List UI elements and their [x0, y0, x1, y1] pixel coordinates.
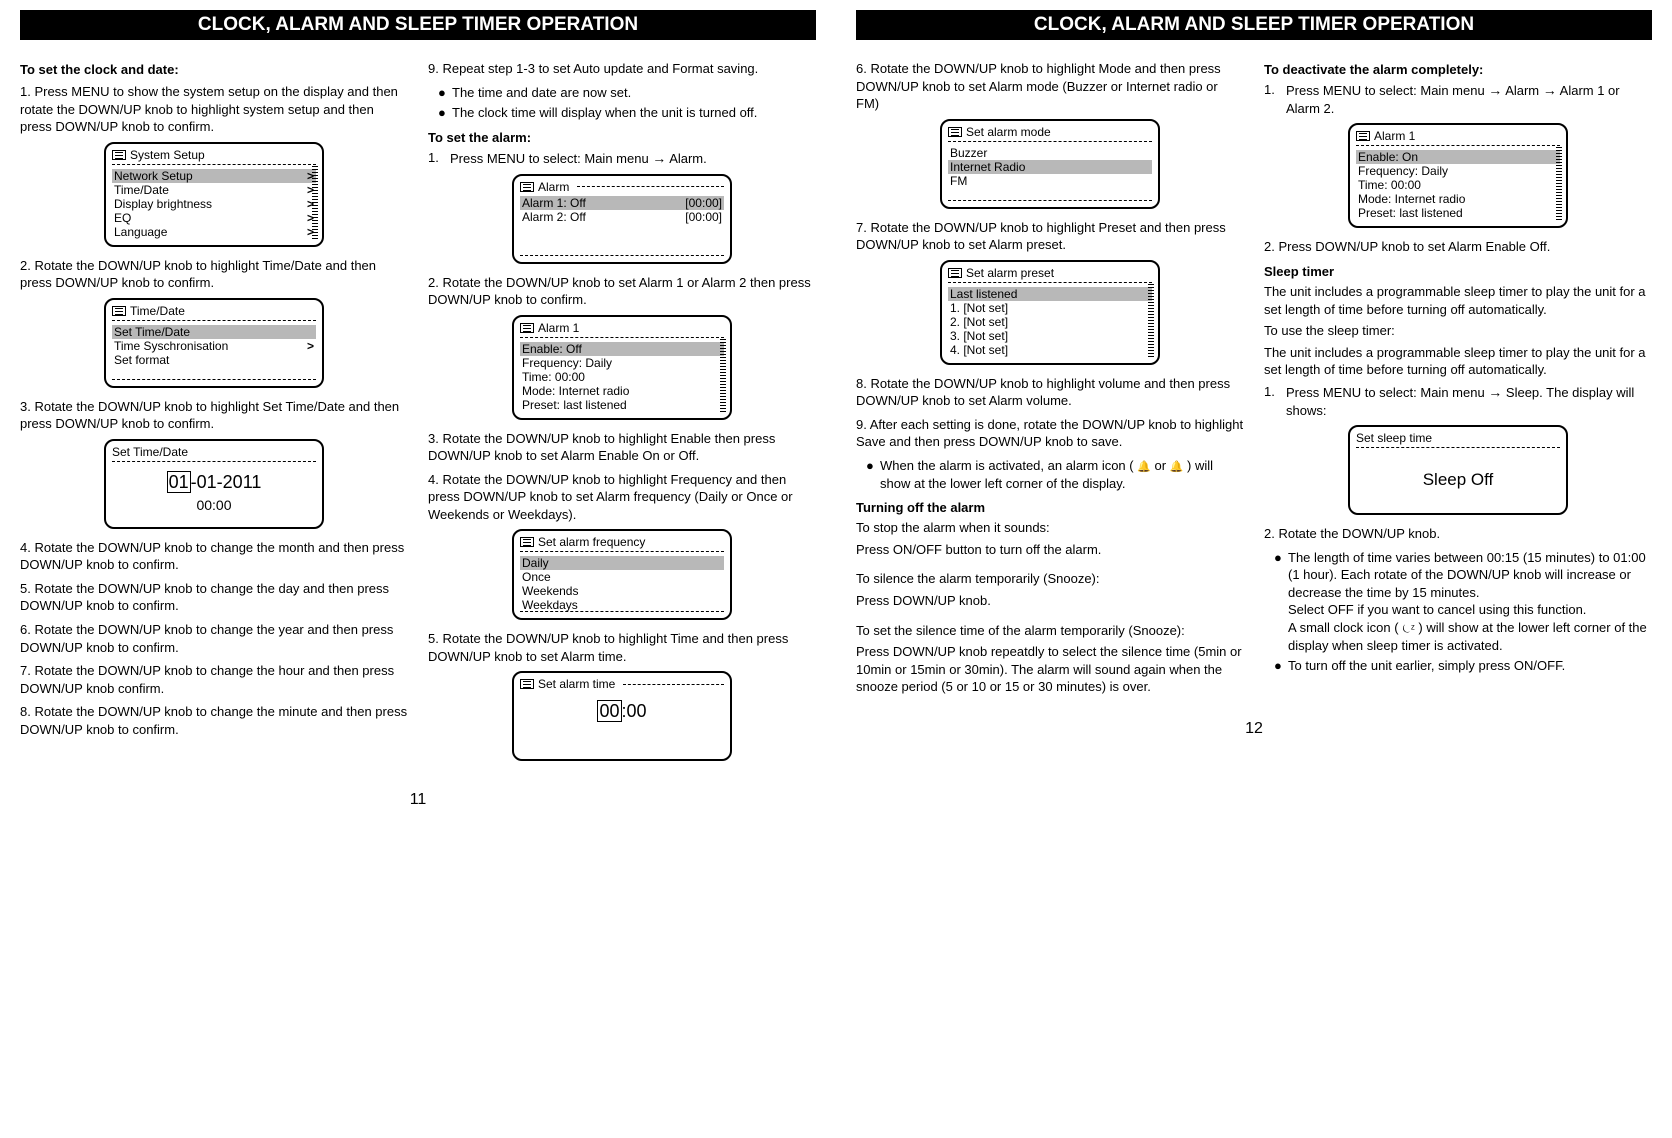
heading-turn-off-alarm: Turning off the alarm — [856, 500, 1244, 515]
step-3: 3. Rotate the DOWN/UP knob to highlight … — [20, 398, 408, 433]
sleep-step-2: 2. Rotate the DOWN/UP knob. — [1264, 525, 1652, 543]
p11-col-a: To set the clock and date: 1. Press MENU… — [20, 54, 408, 771]
arrow-right-icon: → — [652, 150, 666, 166]
text: Press ON/OFF button to turn off the alar… — [856, 541, 1244, 559]
heading-set-clock: To set the clock and date: — [20, 62, 408, 77]
step-8: 8. Rotate the DOWN/UP knob to highlight … — [856, 375, 1244, 410]
bullet-icon: ● — [1274, 657, 1288, 675]
lcd-set-time-date: Set Time/Date 01-01-2011 00:00 — [104, 439, 324, 529]
highlighted-digit: 00 — [597, 700, 621, 722]
alarm-step-3: 3. Rotate the DOWN/UP knob to highlight … — [428, 430, 816, 465]
deact-step-2: 2. Press DOWN/UP knob to set Alarm Enabl… — [1264, 238, 1652, 256]
bullet-icon: ● — [438, 84, 452, 102]
arrow-right-icon: → — [1488, 82, 1502, 98]
heading-sleep-timer: Sleep timer — [1264, 264, 1652, 279]
step-8: 8. Rotate the DOWN/UP knob to change the… — [20, 703, 408, 738]
lcd-alarm1-off: Alarm 1 Enable: Off Frequency: Daily Tim… — [512, 315, 732, 420]
page-number: 11 — [20, 791, 816, 809]
lcd-alarm-list: Alarm Alarm 1: Off[00:00] Alarm 2: Off[0… — [512, 174, 732, 264]
bell-icon: 🔔 — [1170, 461, 1184, 473]
page-number: 12 — [856, 720, 1652, 738]
highlighted-digit: 01 — [167, 471, 191, 493]
list-icon — [520, 537, 534, 547]
step-6: 6. Rotate the DOWN/UP knob to highlight … — [856, 60, 1244, 113]
step-9: 9. After each setting is done, rotate th… — [856, 416, 1244, 451]
list-icon — [112, 150, 126, 160]
text: Press DOWN/UP knob. — [856, 592, 1244, 610]
scrollbar-icon — [312, 166, 318, 239]
bullet-icon: ● — [1274, 549, 1288, 655]
lcd-system-setup: System Setup Network Setup> Time/Date> D… — [104, 142, 324, 247]
page-12: CLOCK, ALARM AND SLEEP TIMER OPERATION 6… — [856, 10, 1652, 809]
lcd-alarm-mode: Set alarm mode Buzzer Internet Radio FM — [940, 119, 1160, 209]
page-11: CLOCK, ALARM AND SLEEP TIMER OPERATION T… — [20, 10, 816, 809]
bullet-icon: ● — [866, 457, 880, 492]
p11-col-b: 9. Repeat step 1-3 to set Auto update an… — [428, 54, 816, 771]
scrollbar-icon — [720, 339, 726, 412]
list-icon — [520, 323, 534, 333]
clock-sleep-icon: ⏾ᶻ — [1402, 623, 1415, 635]
list-icon — [948, 127, 962, 137]
lcd-alarm1-on: Alarm 1 Enable: On Frequency: Daily Time… — [1348, 123, 1568, 228]
scrollbar-icon — [1148, 284, 1154, 357]
heading-deactivate-alarm: To deactivate the alarm completely: — [1264, 62, 1652, 77]
heading-set-alarm: To set the alarm: — [428, 130, 816, 145]
step-6: 6. Rotate the DOWN/UP knob to change the… — [20, 621, 408, 656]
list-icon — [948, 268, 962, 278]
text: To silence the alarm temporarily (Snooze… — [856, 570, 1244, 588]
text: The unit includes a programmable sleep t… — [1264, 344, 1652, 379]
step-7: 7. Rotate the DOWN/UP knob to change the… — [20, 662, 408, 697]
text: To set the silence time of the alarm tem… — [856, 622, 1244, 640]
lcd-alarm-freq: Set alarm frequency Daily Once Weekends … — [512, 529, 732, 620]
list-icon — [1356, 131, 1370, 141]
step-9: 9. Repeat step 1-3 to set Auto update an… — [428, 60, 816, 78]
list-icon — [112, 306, 126, 316]
lcd-alarm-preset: Set alarm preset Last listened 1. [Not s… — [940, 260, 1160, 365]
alarm-step-4: 4. Rotate the DOWN/UP knob to highlight … — [428, 471, 816, 524]
step-1: 1. Press MENU to show the system setup o… — [20, 83, 408, 136]
lcd-time-date: Time/Date Set Time/Date Time Syschronisa… — [104, 298, 324, 388]
banner-title: CLOCK, ALARM AND SLEEP TIMER OPERATION — [856, 10, 1652, 40]
arrow-right-icon: → — [1543, 82, 1557, 98]
alarm-step-2: 2. Rotate the DOWN/UP knob to set Alarm … — [428, 274, 816, 309]
bullet-icon: ● — [438, 104, 452, 122]
text: The unit includes a programmable sleep t… — [1264, 283, 1652, 318]
list-icon — [520, 679, 534, 689]
alarm-step-5: 5. Rotate the DOWN/UP knob to highlight … — [428, 630, 816, 665]
step-4: 4. Rotate the DOWN/UP knob to change the… — [20, 539, 408, 574]
step-7: 7. Rotate the DOWN/UP knob to highlight … — [856, 219, 1244, 254]
step-5: 5. Rotate the DOWN/UP knob to change the… — [20, 580, 408, 615]
text: To use the sleep timer: — [1264, 322, 1652, 340]
banner-title: CLOCK, ALARM AND SLEEP TIMER OPERATION — [20, 10, 816, 40]
lcd-alarm-time: Set alarm time 00:00 — [512, 671, 732, 761]
arrow-right-icon: → — [1488, 384, 1502, 400]
bell-icon: 🔔 — [1137, 461, 1151, 473]
step-2: 2. Rotate the DOWN/UP knob to highlight … — [20, 257, 408, 292]
p12-col-b: To deactivate the alarm completely: 1. P… — [1264, 54, 1652, 700]
lcd-sleep: Set sleep time Sleep Off — [1348, 425, 1568, 515]
sleep-off-text: Sleep Off — [1356, 452, 1560, 490]
text: To stop the alarm when it sounds: — [856, 519, 1244, 537]
p12-col-a: 6. Rotate the DOWN/UP knob to highlight … — [856, 54, 1244, 700]
scrollbar-icon — [1556, 147, 1562, 220]
list-icon — [520, 182, 534, 192]
text: Press DOWN/UP knob repeatdly to select t… — [856, 643, 1244, 696]
lcd-title: System Setup — [130, 148, 205, 162]
